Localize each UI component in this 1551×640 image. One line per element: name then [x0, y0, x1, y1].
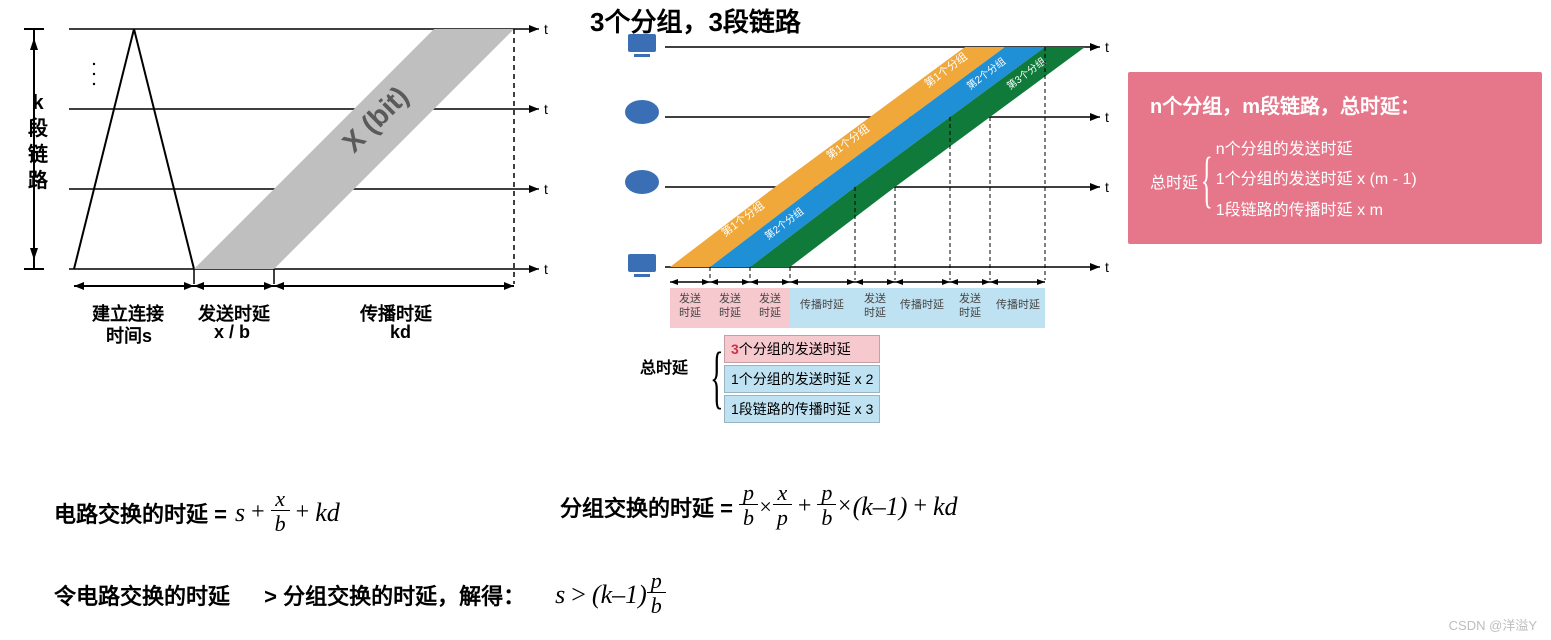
- pink-hdr: n个分组，m段链路，总时延：: [1150, 90, 1520, 119]
- k-label: k 段 链 路: [28, 90, 48, 194]
- svg-text:传播时延: 传播时延: [996, 297, 1040, 311]
- svg-text:t: t: [1105, 39, 1109, 55]
- summary-row-0: 3个分组的发送时延: [724, 335, 880, 363]
- pink-row-1: 1个分组的发送时延 x (m - 1): [1216, 165, 1417, 195]
- svg-text:t: t: [1105, 179, 1109, 195]
- right-diagram: t t t t 第1个分组 第1个分组 第1个分组 第2个分组 第2个分组 第3…: [610, 32, 1120, 332]
- pink-label: 总时延: [1150, 169, 1198, 193]
- pink-summary-box: n个分组，m段链路，总时延： 总时延 { n个分组的发送时延 1个分组的发送时延…: [1128, 72, 1542, 244]
- formula-1: 电路交换的时延 = s + xb + kd: [54, 488, 340, 537]
- svg-text:传播时延: 传播时延: [900, 297, 944, 311]
- svg-text:t: t: [544, 261, 548, 277]
- svg-text:时延: 时延: [759, 306, 781, 319]
- svg-text:时延: 时延: [719, 306, 741, 319]
- svg-text:传播时延: 传播时延: [800, 297, 844, 311]
- svg-text:t: t: [1105, 109, 1109, 125]
- svg-text:发送: 发送: [679, 291, 701, 305]
- seg1b: 时间s: [106, 322, 152, 348]
- seg2b: x / b: [214, 322, 250, 343]
- svg-text:发送: 发送: [719, 291, 741, 305]
- svg-text:t: t: [1105, 259, 1109, 275]
- svg-text:发送: 发送: [959, 291, 981, 305]
- formula-3: 令电路交换的时延 > 分组交换的时延，解得： s > (k–1) pb: [54, 570, 666, 619]
- svg-text:发送: 发送: [864, 291, 886, 305]
- summary-rows: 3个分组的发送时延 1个分组的发送时延 x 2 1段链路的传播时延 x 3: [724, 335, 880, 423]
- seg3b: kd: [390, 322, 411, 343]
- svg-text:t: t: [544, 101, 548, 117]
- brace-icon: {: [710, 338, 723, 418]
- summary-row-1: 1个分组的发送时延 x 2: [724, 365, 880, 393]
- summary-row-2: 1段链路的传播时延 x 3: [724, 395, 880, 423]
- summary-label: 总时延: [640, 354, 688, 378]
- pink-row-2: 1段链路的传播时延 x m: [1216, 196, 1417, 226]
- svg-text:发送: 发送: [759, 291, 781, 305]
- svg-text:时延: 时延: [959, 306, 981, 319]
- svg-text:时延: 时延: [864, 306, 886, 319]
- watermark: CSDN @洋溢Y: [1449, 615, 1537, 634]
- svg-text:t: t: [544, 24, 548, 37]
- pink-row-0: n个分组的发送时延: [1216, 135, 1417, 165]
- formula-2: 分组交换的时延 = pb × xp + pb × (k–1) + kd: [560, 482, 958, 531]
- svg-text:t: t: [544, 181, 548, 197]
- svg-text:时延: 时延: [679, 306, 701, 319]
- brace-icon-2: {: [1201, 145, 1213, 216]
